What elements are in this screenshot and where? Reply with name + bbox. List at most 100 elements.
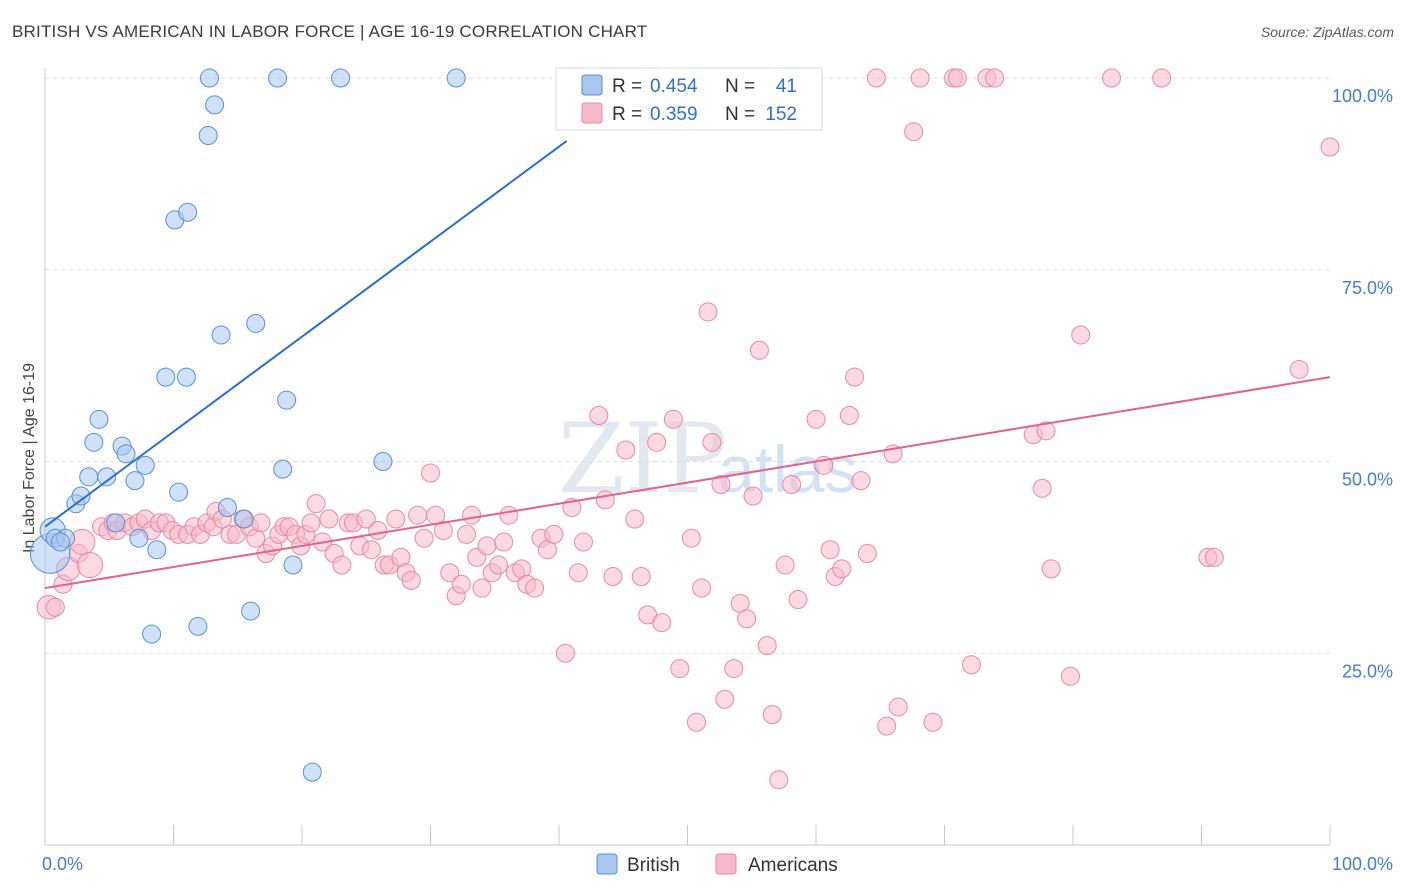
americans-point-1 <box>45 597 65 617</box>
americans-point-98 <box>681 528 701 548</box>
americans-point-132 <box>923 712 943 732</box>
americans-point-110 <box>757 636 777 656</box>
british-point-9 <box>89 409 109 429</box>
british-point-22 <box>176 367 196 387</box>
americans-point-101 <box>698 302 718 322</box>
british-point-13 <box>116 444 136 464</box>
british-point-33 <box>268 68 288 88</box>
americans-point-55 <box>386 509 406 529</box>
americans-point-91 <box>625 509 645 529</box>
americans-point-121 <box>832 559 852 579</box>
british-point-39 <box>373 452 393 471</box>
americans-point-115 <box>788 590 808 610</box>
americans-point-58 <box>401 570 421 590</box>
bottom-legend-british-swatch <box>596 853 618 875</box>
americans-point-82 <box>544 524 564 544</box>
legend-americans-n-label: N = <box>725 104 755 125</box>
americans-point-114 <box>782 475 802 495</box>
chart-source: Source: ZipAtlas.com <box>1260 24 1394 40</box>
americans-point-46 <box>332 555 352 575</box>
bottom-legend-british-label: British <box>627 855 680 876</box>
americans-point-127 <box>877 716 897 736</box>
americans-point-59 <box>408 505 428 525</box>
americans-point-143 <box>1071 325 1091 345</box>
americans-point-63 <box>433 521 453 541</box>
y-tick-label-100: 100.0% <box>1332 86 1393 106</box>
americans-point-134 <box>947 68 967 88</box>
americans-point-50 <box>356 509 376 529</box>
british-point-7 <box>79 467 99 487</box>
watermark-zip: ZIP <box>558 403 727 515</box>
americans-point-73 <box>489 555 509 575</box>
british-point-23 <box>178 202 198 222</box>
legend-americans-r-label: R = <box>612 104 642 125</box>
americans-point-125 <box>857 544 877 564</box>
axis-ticks: 25.0% 50.0% 75.0% 100.0% 0.0% 100.0% <box>42 86 1393 874</box>
americans-point-149 <box>1320 137 1340 157</box>
y-axis-label: In Labor Force | Age 16-19 <box>21 363 38 553</box>
british-point-28 <box>211 325 231 345</box>
british-trend-line <box>44 140 568 528</box>
americans-point-60 <box>414 528 434 548</box>
british-point-4 <box>50 532 70 552</box>
americans-point-140 <box>1036 421 1056 441</box>
british-point-34 <box>273 459 293 479</box>
americans-point-148 <box>1289 359 1309 379</box>
legend-british-r-value: 0.454 <box>650 76 698 97</box>
americans-point-94 <box>647 432 667 452</box>
americans-point-68 <box>462 505 482 525</box>
british-point-15 <box>129 528 149 548</box>
americans-point-97 <box>670 659 690 679</box>
british-point-38 <box>331 68 351 88</box>
british-point-32 <box>246 313 266 333</box>
americans-point-130 <box>904 122 924 142</box>
americans-point-109 <box>749 340 769 360</box>
americans-point-112 <box>769 770 789 790</box>
legend-americans-r-value: 0.359 <box>650 104 698 125</box>
americans-point-107 <box>737 609 757 629</box>
trend-lines <box>44 140 1331 590</box>
americans-point-95 <box>652 613 672 633</box>
british-point-40 <box>446 68 466 88</box>
americans-point-90 <box>616 440 636 460</box>
americans-point-42 <box>306 494 326 514</box>
bottom-legend-americans-label: Americans <box>748 855 838 876</box>
british-point-17 <box>142 624 162 644</box>
americans-point-117 <box>806 409 826 429</box>
americans-point-139 <box>1032 478 1052 498</box>
americans-point-64 <box>440 563 460 583</box>
british-point-37 <box>302 762 322 782</box>
british-series <box>29 68 466 782</box>
americans-point-6 <box>76 551 104 579</box>
americans-point-100 <box>692 578 712 598</box>
grid-lines <box>45 77 1330 654</box>
americans-point-126 <box>866 68 886 88</box>
americans-point-122 <box>839 405 859 425</box>
british-point-31 <box>241 601 261 621</box>
series-legend: British Americans <box>596 853 838 876</box>
british-point-30 <box>234 509 254 529</box>
americans-point-87 <box>589 405 609 425</box>
british-point-18 <box>147 540 167 560</box>
americans-point-113 <box>775 555 795 575</box>
americans-point-108 <box>743 486 763 506</box>
americans-point-52 <box>368 521 388 541</box>
british-point-25 <box>198 126 218 146</box>
legend-british-swatch <box>581 74 603 96</box>
americans-point-142 <box>1060 666 1080 686</box>
legend-british-r-label: R = <box>612 76 642 97</box>
americans-point-111 <box>762 705 782 725</box>
british-point-35 <box>277 390 297 410</box>
legend-british-n-value: 41 <box>776 76 797 97</box>
americans-point-96 <box>663 409 683 429</box>
legend-british-n-label: N = <box>725 76 755 97</box>
americans-point-51 <box>361 540 381 560</box>
americans-trend-line <box>44 376 1331 590</box>
americans-point-41 <box>301 513 321 533</box>
americans-point-79 <box>525 578 545 598</box>
americans-point-44 <box>319 509 339 529</box>
americans-point-119 <box>820 540 840 560</box>
americans-point-141 <box>1041 559 1061 579</box>
americans-point-147 <box>1204 547 1224 567</box>
americans-point-102 <box>702 432 722 452</box>
